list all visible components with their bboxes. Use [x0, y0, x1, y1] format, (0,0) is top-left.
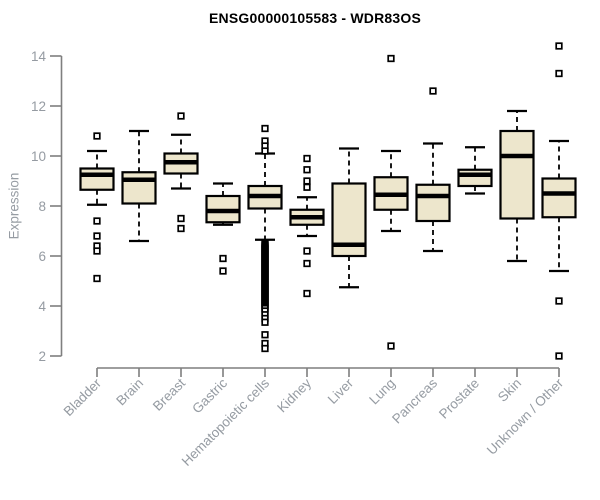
chart-title: ENSG00000105583 - WDR83OS: [209, 10, 421, 26]
outlier-point: [303, 166, 311, 174]
y-tick-label-14: 14: [31, 49, 47, 64]
outlier-point: [387, 342, 395, 350]
x-tick-label-brain: Brain: [113, 376, 146, 409]
box-brain: [121, 129, 157, 243]
outlier-point: [219, 267, 227, 275]
outlier-point: [177, 214, 185, 223]
outlier-point: [177, 224, 185, 233]
x-tick-label-bladder: Bladder: [61, 375, 105, 419]
box-skin: [499, 109, 535, 263]
outlier-point: [261, 344, 269, 353]
outlier-point: [93, 232, 101, 240]
y-tick-label-2: 2: [38, 349, 46, 364]
box-unknown-other: [541, 42, 577, 360]
y-tick-label-4: 4: [38, 299, 46, 314]
outlier-point: [303, 259, 311, 268]
x-tick-label-lung: Lung: [366, 376, 398, 408]
iqr-box: [415, 183, 451, 223]
x-tick-label-unknown-other: Unknown / Other: [484, 375, 567, 458]
y-tick-label-6: 6: [38, 249, 46, 264]
outlier-point: [177, 112, 185, 120]
outlier-point: [93, 132, 101, 140]
x-tick-label-gastric: Gastric: [189, 375, 230, 416]
outlier-point: [303, 177, 311, 185]
outlier-point: [303, 289, 311, 298]
outlier-point: [303, 183, 311, 191]
x-tick-label-kidney: Kidney: [274, 375, 314, 415]
outlier-point: [93, 274, 101, 283]
outlier-point: [219, 254, 227, 263]
x-tick-label-breast: Breast: [150, 375, 188, 413]
outlier-point: [555, 42, 563, 50]
box-hematopoietic-cells: [247, 124, 283, 353]
outlier-point: [555, 69, 563, 78]
iqr-box: [499, 129, 535, 220]
x-tick-label-skin: Skin: [495, 376, 524, 405]
iqr-box: [121, 171, 157, 205]
outlier-point: [93, 247, 101, 255]
outlier-point: [261, 318, 269, 326]
outlier-point: [261, 147, 269, 155]
x-tick-label-pancreas: Pancreas: [389, 375, 440, 426]
iqr-box: [541, 177, 577, 219]
y-tick-label-10: 10: [31, 149, 46, 164]
outlier-point: [387, 54, 395, 63]
iqr-box: [457, 168, 493, 188]
outlier-point: [303, 154, 311, 163]
box-pancreas: [415, 87, 451, 253]
box-gastric: [205, 182, 241, 275]
box-breast: [163, 112, 199, 233]
outlier-point: [93, 217, 101, 225]
outlier-point: [555, 297, 563, 305]
box-bladder: [79, 132, 115, 283]
y-tick-label-8: 8: [38, 199, 46, 214]
box-prostate: [457, 146, 493, 195]
outlier-point: [555, 352, 563, 360]
y-tick-label-12: 12: [31, 99, 46, 114]
box-liver: [331, 147, 367, 289]
y-axis: 14 12 10 8 6 4 2: [31, 49, 63, 364]
box-lung: [373, 54, 409, 350]
x-tick-label-liver: Liver: [325, 375, 357, 407]
iqr-box: [79, 167, 115, 191]
outlier-point: [429, 87, 437, 95]
box-kidney: [289, 154, 325, 298]
outlier-point: [261, 124, 269, 133]
x-tick-label-prostate: Prostate: [436, 376, 482, 422]
outlier-point: [303, 247, 311, 255]
outlier-point: [261, 331, 269, 339]
